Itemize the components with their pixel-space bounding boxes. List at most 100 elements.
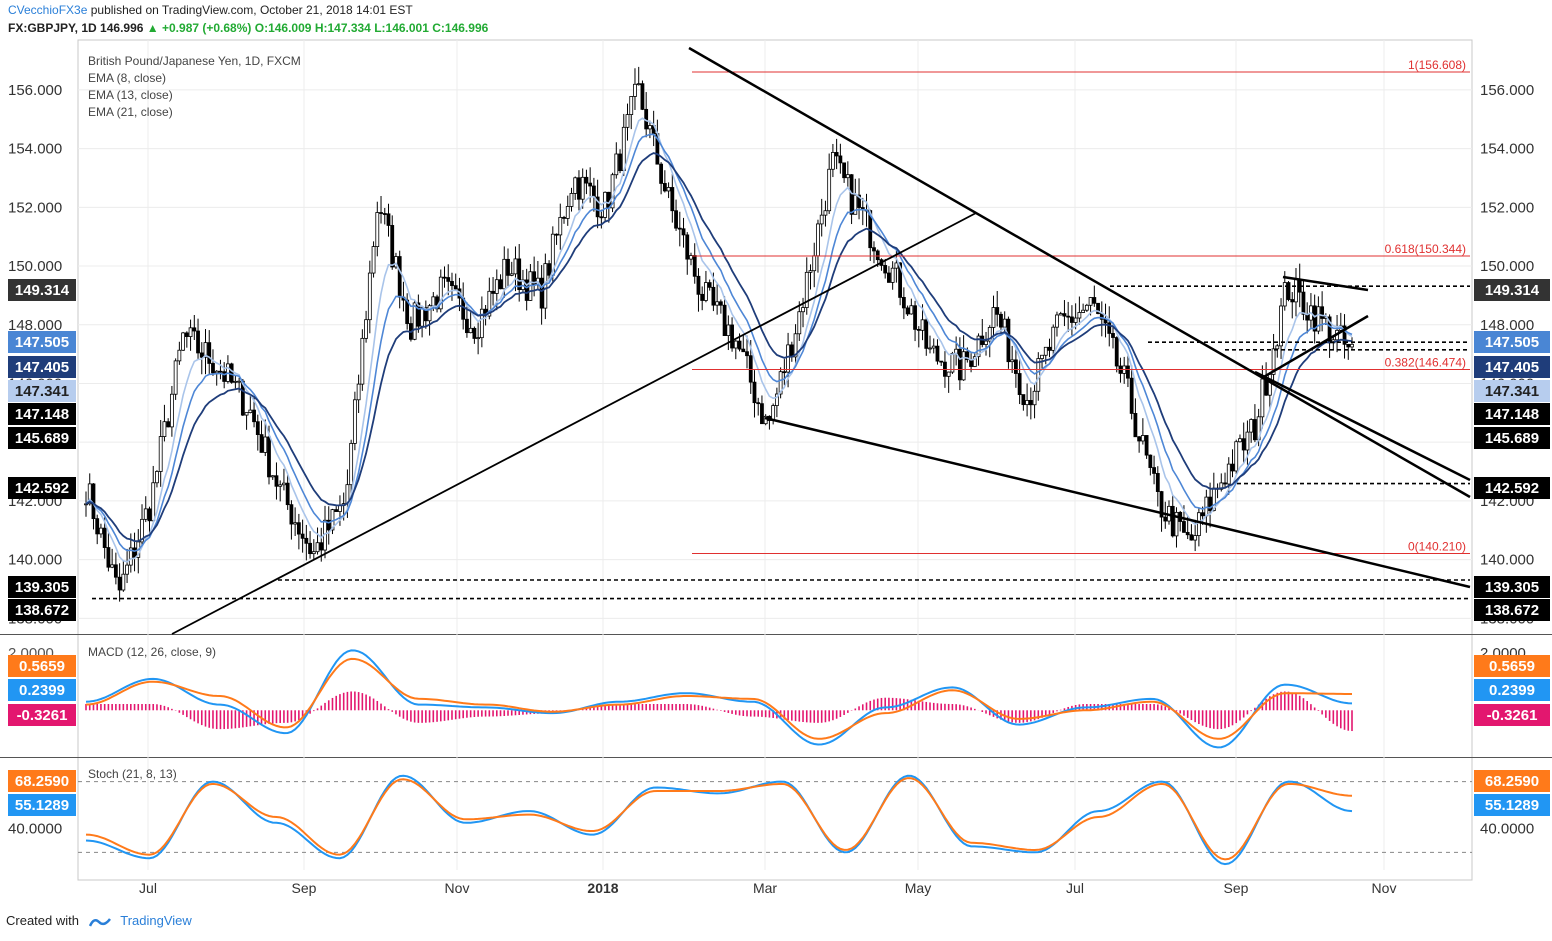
candle-up (237, 380, 242, 383)
candle-down (308, 542, 312, 555)
candle-up (315, 542, 320, 553)
macd-value-box-right (1474, 655, 1550, 677)
candle-down (166, 421, 171, 428)
legend-ema-8: EMA (8, close) (88, 71, 167, 85)
candle-up (293, 522, 298, 525)
candle-up (143, 508, 148, 520)
plot-frame (77, 39, 1473, 881)
candle-down (1114, 337, 1119, 367)
candle-down (259, 434, 264, 453)
fib-level-label: 0.618(150.344) (1385, 242, 1466, 256)
candle-up (778, 371, 783, 395)
candle-down (685, 234, 690, 260)
candle-up (162, 421, 167, 437)
candle-down (1129, 377, 1134, 414)
price-mark-right-label: 149.314 (1485, 282, 1540, 299)
symbol-ohlc-line: FX:GBPJPY, 1D 146.996 ▲ +0.987 (+0.68%) … (8, 21, 488, 35)
macd-line (85, 649, 1353, 749)
candle-down (506, 258, 510, 276)
candle-down (939, 360, 944, 363)
candle-down (184, 332, 189, 337)
candle-up (412, 302, 417, 340)
candle-up (1081, 309, 1086, 313)
candle-down (748, 355, 753, 383)
candle-down (1152, 467, 1156, 474)
candle-down (1159, 491, 1164, 518)
macd-value-box-left (8, 704, 76, 726)
tradingview-brand-link[interactable]: TradingView (120, 913, 192, 928)
publisher-name[interactable]: CVecchioFX3e (8, 3, 88, 17)
candle-up (633, 83, 637, 97)
candle-up (371, 246, 376, 274)
candle-up (771, 405, 776, 421)
stoch-value-box-left (8, 770, 76, 792)
candle-up (427, 305, 432, 322)
y-tick-label-left: 150.000 (8, 258, 62, 275)
candle-down (1155, 473, 1160, 492)
candle-down (916, 328, 921, 331)
x-tick-label: Jul (1066, 880, 1084, 896)
price-mark-right-label: 147.341 (1485, 383, 1539, 400)
candle-down (1241, 438, 1246, 451)
candle-down (274, 475, 279, 487)
change-value: ▲ +0.987 (+0.68%) (146, 21, 252, 35)
candle-down (423, 307, 428, 322)
candle-up (244, 412, 249, 416)
candle-down (1182, 521, 1186, 533)
candle-up (420, 307, 425, 327)
candle-up (909, 305, 914, 315)
candle-up (1088, 297, 1093, 306)
candle-up (1238, 438, 1242, 443)
price-mark-right-label: 142.592 (1485, 480, 1539, 497)
macd-value-label-left: -0.3261 (17, 707, 68, 724)
candle-down (1096, 302, 1100, 314)
candle-down (741, 348, 746, 353)
candle-down (222, 371, 227, 382)
candle-down (670, 187, 675, 212)
stoch-value-box-left (8, 794, 76, 816)
candle-up (816, 223, 820, 257)
candle-up (797, 311, 802, 335)
publisher-line: CVecchioFX3e published on TradingView.co… (8, 3, 413, 17)
macd-value-box-left (8, 679, 76, 701)
candle-down (760, 403, 764, 425)
tradingview-logo-icon (88, 917, 111, 927)
candle-down (718, 301, 723, 306)
candle-up (715, 301, 720, 306)
candle-up (1002, 318, 1007, 328)
candle-up (125, 564, 129, 575)
price-mark-right-label: 145.689 (1485, 430, 1539, 447)
candle-up (763, 415, 768, 425)
candle-up (1055, 314, 1059, 328)
candle-up (1316, 306, 1321, 332)
candle-down (577, 177, 581, 200)
price-mark-right-box (1474, 279, 1550, 301)
candle-up (1279, 305, 1283, 347)
candle-down (113, 564, 118, 578)
candle-down (1126, 365, 1130, 379)
candle-down (1320, 306, 1325, 319)
last-price: 146.996 (100, 21, 144, 35)
price-mark-left-label: 147.148 (15, 406, 69, 423)
candle-up (1051, 326, 1056, 351)
candle-up (1260, 378, 1265, 418)
high-value: H:147.334 (314, 21, 371, 35)
price-mark-left-box (8, 279, 76, 301)
candle-down (192, 327, 197, 332)
candle-down (913, 305, 917, 330)
candle-down (199, 352, 204, 358)
price-mark-left-box (8, 477, 76, 499)
candle-down (700, 293, 705, 301)
candle-up (1294, 279, 1298, 303)
published-text: published on TradingView.com, October 21… (90, 3, 413, 17)
candle-up (984, 340, 988, 345)
candle-down (442, 276, 447, 279)
fib-level-label: 0(140.210) (1408, 539, 1466, 553)
candle-up (786, 344, 790, 373)
price-mark-left-box (8, 403, 76, 425)
candle-up (614, 153, 619, 176)
candle-down (211, 363, 215, 374)
candle-down (390, 225, 395, 268)
candle-up (121, 573, 126, 591)
